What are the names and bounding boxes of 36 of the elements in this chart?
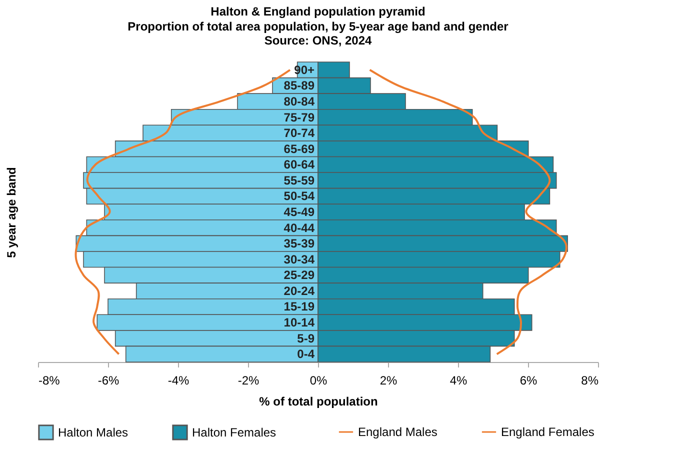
y-tick-label: 20-24 — [284, 284, 315, 298]
y-tick-label: 75-79 — [284, 110, 315, 124]
y-tick-label: 30-34 — [284, 252, 315, 266]
legend-label: Halton Males — [58, 425, 128, 440]
legend-label: England Males — [358, 425, 438, 439]
x-tick-label: 8% — [581, 374, 599, 388]
x-tick-label: -6% — [98, 374, 120, 388]
chart-title: Halton & England population pyramid — [210, 4, 426, 19]
y-tick-label: 25-29 — [284, 268, 315, 282]
x-tick-label: 6% — [520, 374, 538, 388]
y-tick-label: 15-19 — [284, 300, 315, 314]
y-tick-label: 70-74 — [284, 126, 315, 140]
x-tick-label: -4% — [168, 374, 190, 388]
y-tick-label: 50-54 — [284, 189, 315, 204]
x-tick-label: 4% — [450, 374, 468, 388]
x-axis-title: % of total population — [259, 394, 378, 408]
y-tick-label: 10-14 — [284, 316, 315, 330]
y-tick-label: 0-4 — [297, 347, 315, 362]
y-tick-label: 35-39 — [284, 236, 315, 251]
y-tick-label: 60-64 — [284, 158, 315, 172]
x-tick-label: -8% — [38, 374, 60, 388]
y-tick-label: 80-84 — [284, 94, 315, 108]
y-tick-label: 45-49 — [284, 205, 315, 219]
y-tick-label: 55-59 — [284, 173, 315, 188]
y-tick-label: 65-69 — [284, 142, 315, 156]
x-tick-label: -2% — [238, 374, 260, 388]
y-axis-title: 5 year age band — [4, 167, 18, 258]
x-tick-label: 0% — [310, 374, 328, 388]
chart-subtitle: Proportion of total area population, by 5-year age band and gender — [128, 20, 509, 34]
legend-label: England Females — [501, 425, 594, 439]
source-note: Source: ONS, 2024 — [264, 34, 372, 48]
y-tick-label: 85-89 — [284, 78, 315, 93]
y-tick-label: 5-9 — [297, 331, 315, 346]
legend-label: Halton Females — [192, 425, 276, 440]
y-tick-label: 40-44 — [284, 220, 315, 235]
x-tick-label: 2% — [380, 374, 398, 388]
